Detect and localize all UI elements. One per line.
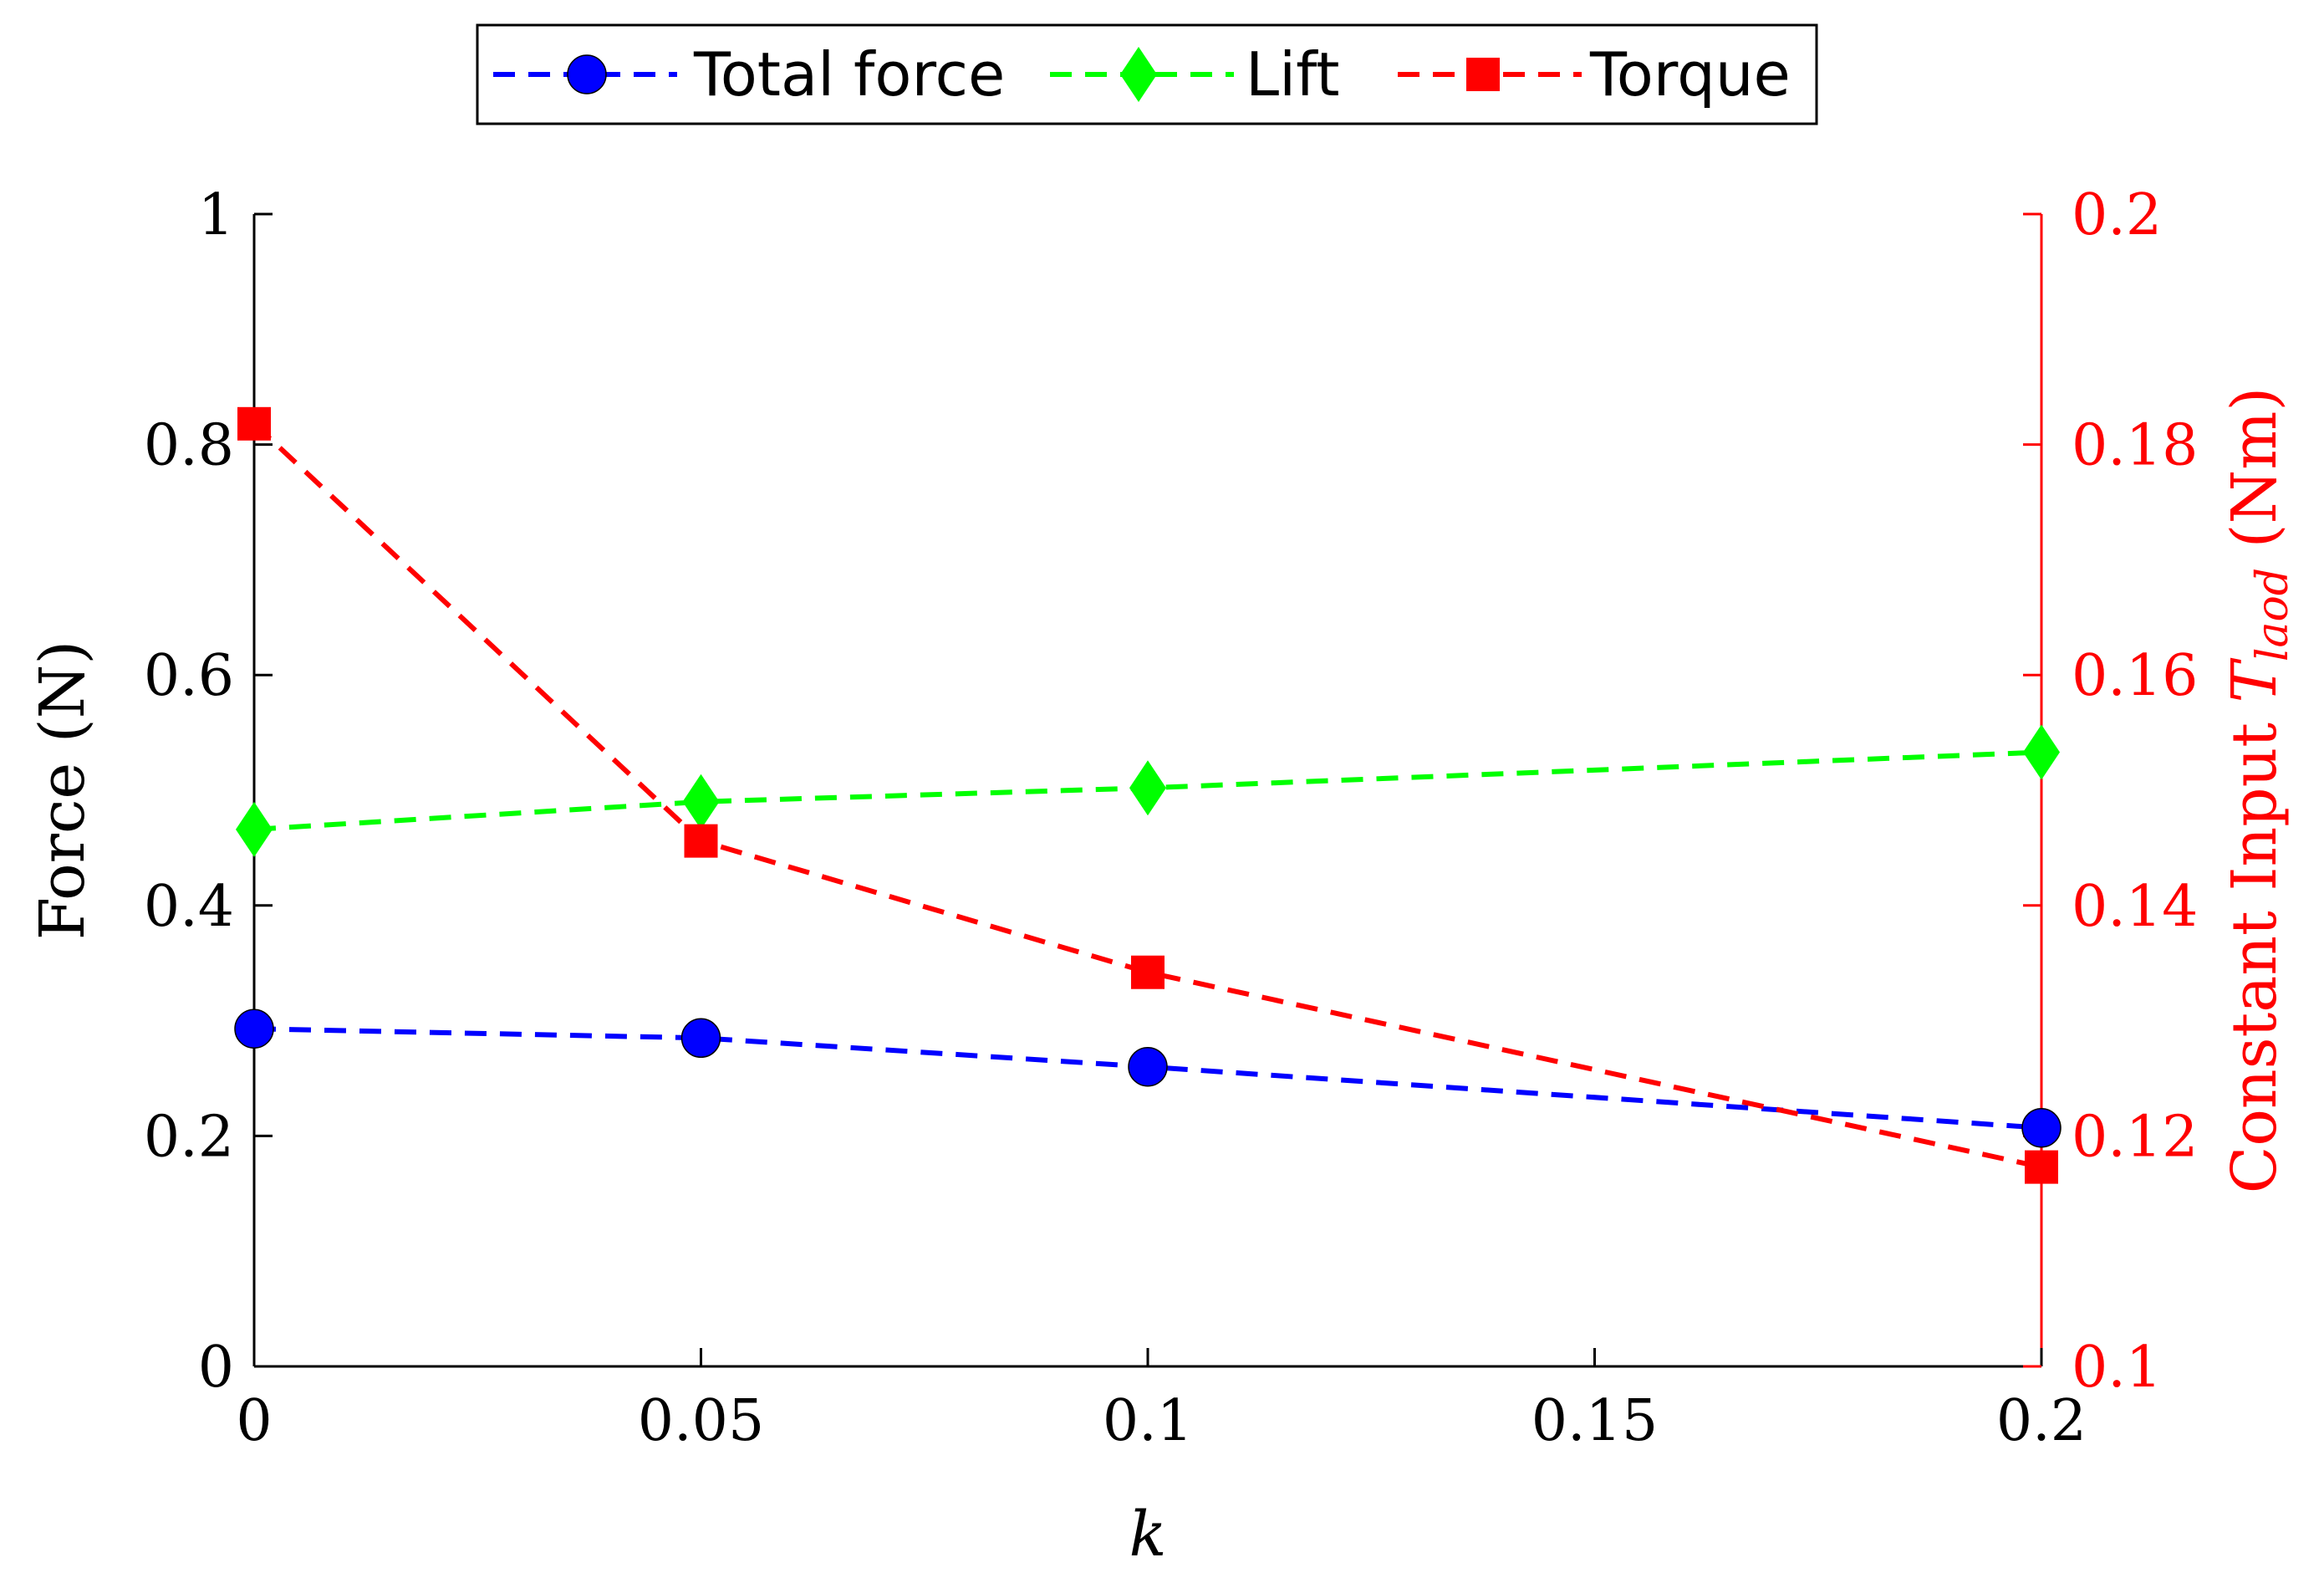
legend-item-lift: Lift	[1050, 39, 1339, 110]
left-y-axis-title: Force (N)	[27, 641, 99, 940]
right-y-tick-label: 0.16	[2072, 643, 2198, 709]
data-point-total-force	[680, 1018, 721, 1059]
data-point-torque	[237, 406, 271, 441]
data-point-torque	[2025, 1150, 2058, 1184]
x-tick-label: 0.2	[1996, 1388, 2087, 1454]
legend-label-total-force: Total force	[693, 39, 1005, 110]
legend: Total force Lift Torque	[476, 23, 1818, 125]
data-point-total-force	[234, 1008, 274, 1049]
legend-marker-total-force	[567, 54, 607, 94]
legend-marker-torque	[1466, 58, 1500, 91]
right-y-tick-label: 0.14	[2072, 874, 2198, 940]
x-tick-label: 0.1	[1103, 1388, 1193, 1454]
right-y-tick-label: 0.2	[2072, 182, 2162, 248]
x-axis-title: k	[1129, 1499, 1167, 1570]
data-point-torque	[684, 824, 718, 858]
series-total-force	[234, 1008, 2062, 1148]
right-y-tick-label: 0.1	[2072, 1335, 2162, 1401]
left-y-tick-label: 0.2	[144, 1104, 234, 1170]
left-y-tick-label: 0.4	[144, 874, 234, 940]
left-y-tick-label: 0.6	[144, 643, 234, 709]
left-y-tick-label: 0	[198, 1335, 234, 1401]
legend-item-torque: Torque	[1398, 39, 1791, 110]
series-lift	[236, 724, 2060, 857]
axes: 0 0.05 0.1 0.15 0.2 0 0.2 0.4 0.6 0.8 1 0.1 0.12 0.…	[144, 182, 2199, 1454]
data-point-lift	[2023, 724, 2060, 780]
right-y-tick-label: 0.18	[2072, 413, 2198, 479]
series-line-torque	[252, 421, 2042, 1170]
right-y-tick-label: 0.12	[2072, 1104, 2198, 1170]
x-tick-label: 0.05	[638, 1388, 764, 1454]
left-y-tick-label: 0.8	[144, 413, 234, 479]
left-y-tick-label: 1	[198, 182, 234, 248]
data-point-lift	[1129, 760, 1166, 816]
right-y-axis-title-subscript: laod	[2248, 568, 2298, 661]
data-point-lift	[236, 801, 273, 857]
data-point-total-force	[1128, 1046, 1168, 1087]
legend-label-lift: Lift	[1246, 39, 1339, 110]
right-y-axis-title-symbol: T	[2219, 658, 2291, 703]
series-line-total-force	[253, 1026, 2042, 1131]
data-point-total-force	[2021, 1108, 2062, 1148]
legend-label-torque: Torque	[1589, 39, 1791, 110]
right-y-axis-title-prefix: Constant Input	[2219, 703, 2291, 1194]
legend-marker-lift	[1120, 47, 1157, 102]
x-tick-label: 0	[236, 1388, 272, 1454]
legend-item-total-force: Total force	[493, 39, 1005, 110]
series-torque	[237, 406, 2058, 1184]
data-point-lift	[682, 774, 720, 830]
series-line-lift	[253, 749, 2042, 832]
data-point-torque	[1131, 955, 1165, 989]
right-y-axis-title-suffix: (Nm)	[2219, 387, 2291, 568]
right-y-axis-title: Constant Input Tlaod (Nm)	[2219, 387, 2298, 1194]
x-tick-label: 0.15	[1531, 1388, 1658, 1454]
